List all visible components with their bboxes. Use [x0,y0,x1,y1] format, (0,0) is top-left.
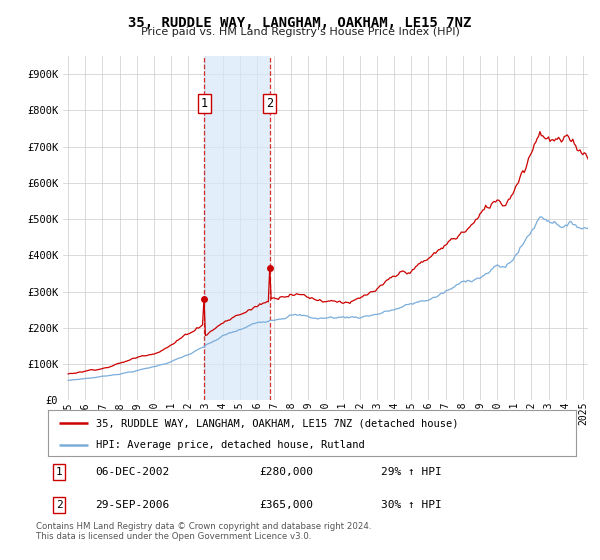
Bar [204,56,270,400]
Text: 29% ↑ HPI: 29% ↑ HPI [380,467,442,477]
Text: Contains HM Land Registry data © Crown copyright and database right 2024.
This d: Contains HM Land Registry data © Crown c… [36,522,371,542]
Text: 29-SEP-2006: 29-SEP-2006 [95,500,170,510]
Text: 30% ↑ HPI: 30% ↑ HPI [380,500,442,510]
Text: 1: 1 [200,97,208,110]
Text: 2: 2 [266,97,274,110]
Text: HPI: Average price, detached house, Rutland: HPI: Average price, detached house, Rutl… [95,440,364,450]
Text: £280,000: £280,000 [259,467,313,477]
Text: 06-DEC-2002: 06-DEC-2002 [95,467,170,477]
Text: 2: 2 [56,500,62,510]
Text: 1: 1 [56,467,62,477]
Text: Price paid vs. HM Land Registry's House Price Index (HPI): Price paid vs. HM Land Registry's House … [140,27,460,37]
Text: £365,000: £365,000 [259,500,313,510]
Text: 35, RUDDLE WAY, LANGHAM, OAKHAM, LE15 7NZ: 35, RUDDLE WAY, LANGHAM, OAKHAM, LE15 7N… [128,16,472,30]
Text: 35, RUDDLE WAY, LANGHAM, OAKHAM, LE15 7NZ (detached house): 35, RUDDLE WAY, LANGHAM, OAKHAM, LE15 7N… [95,418,458,428]
